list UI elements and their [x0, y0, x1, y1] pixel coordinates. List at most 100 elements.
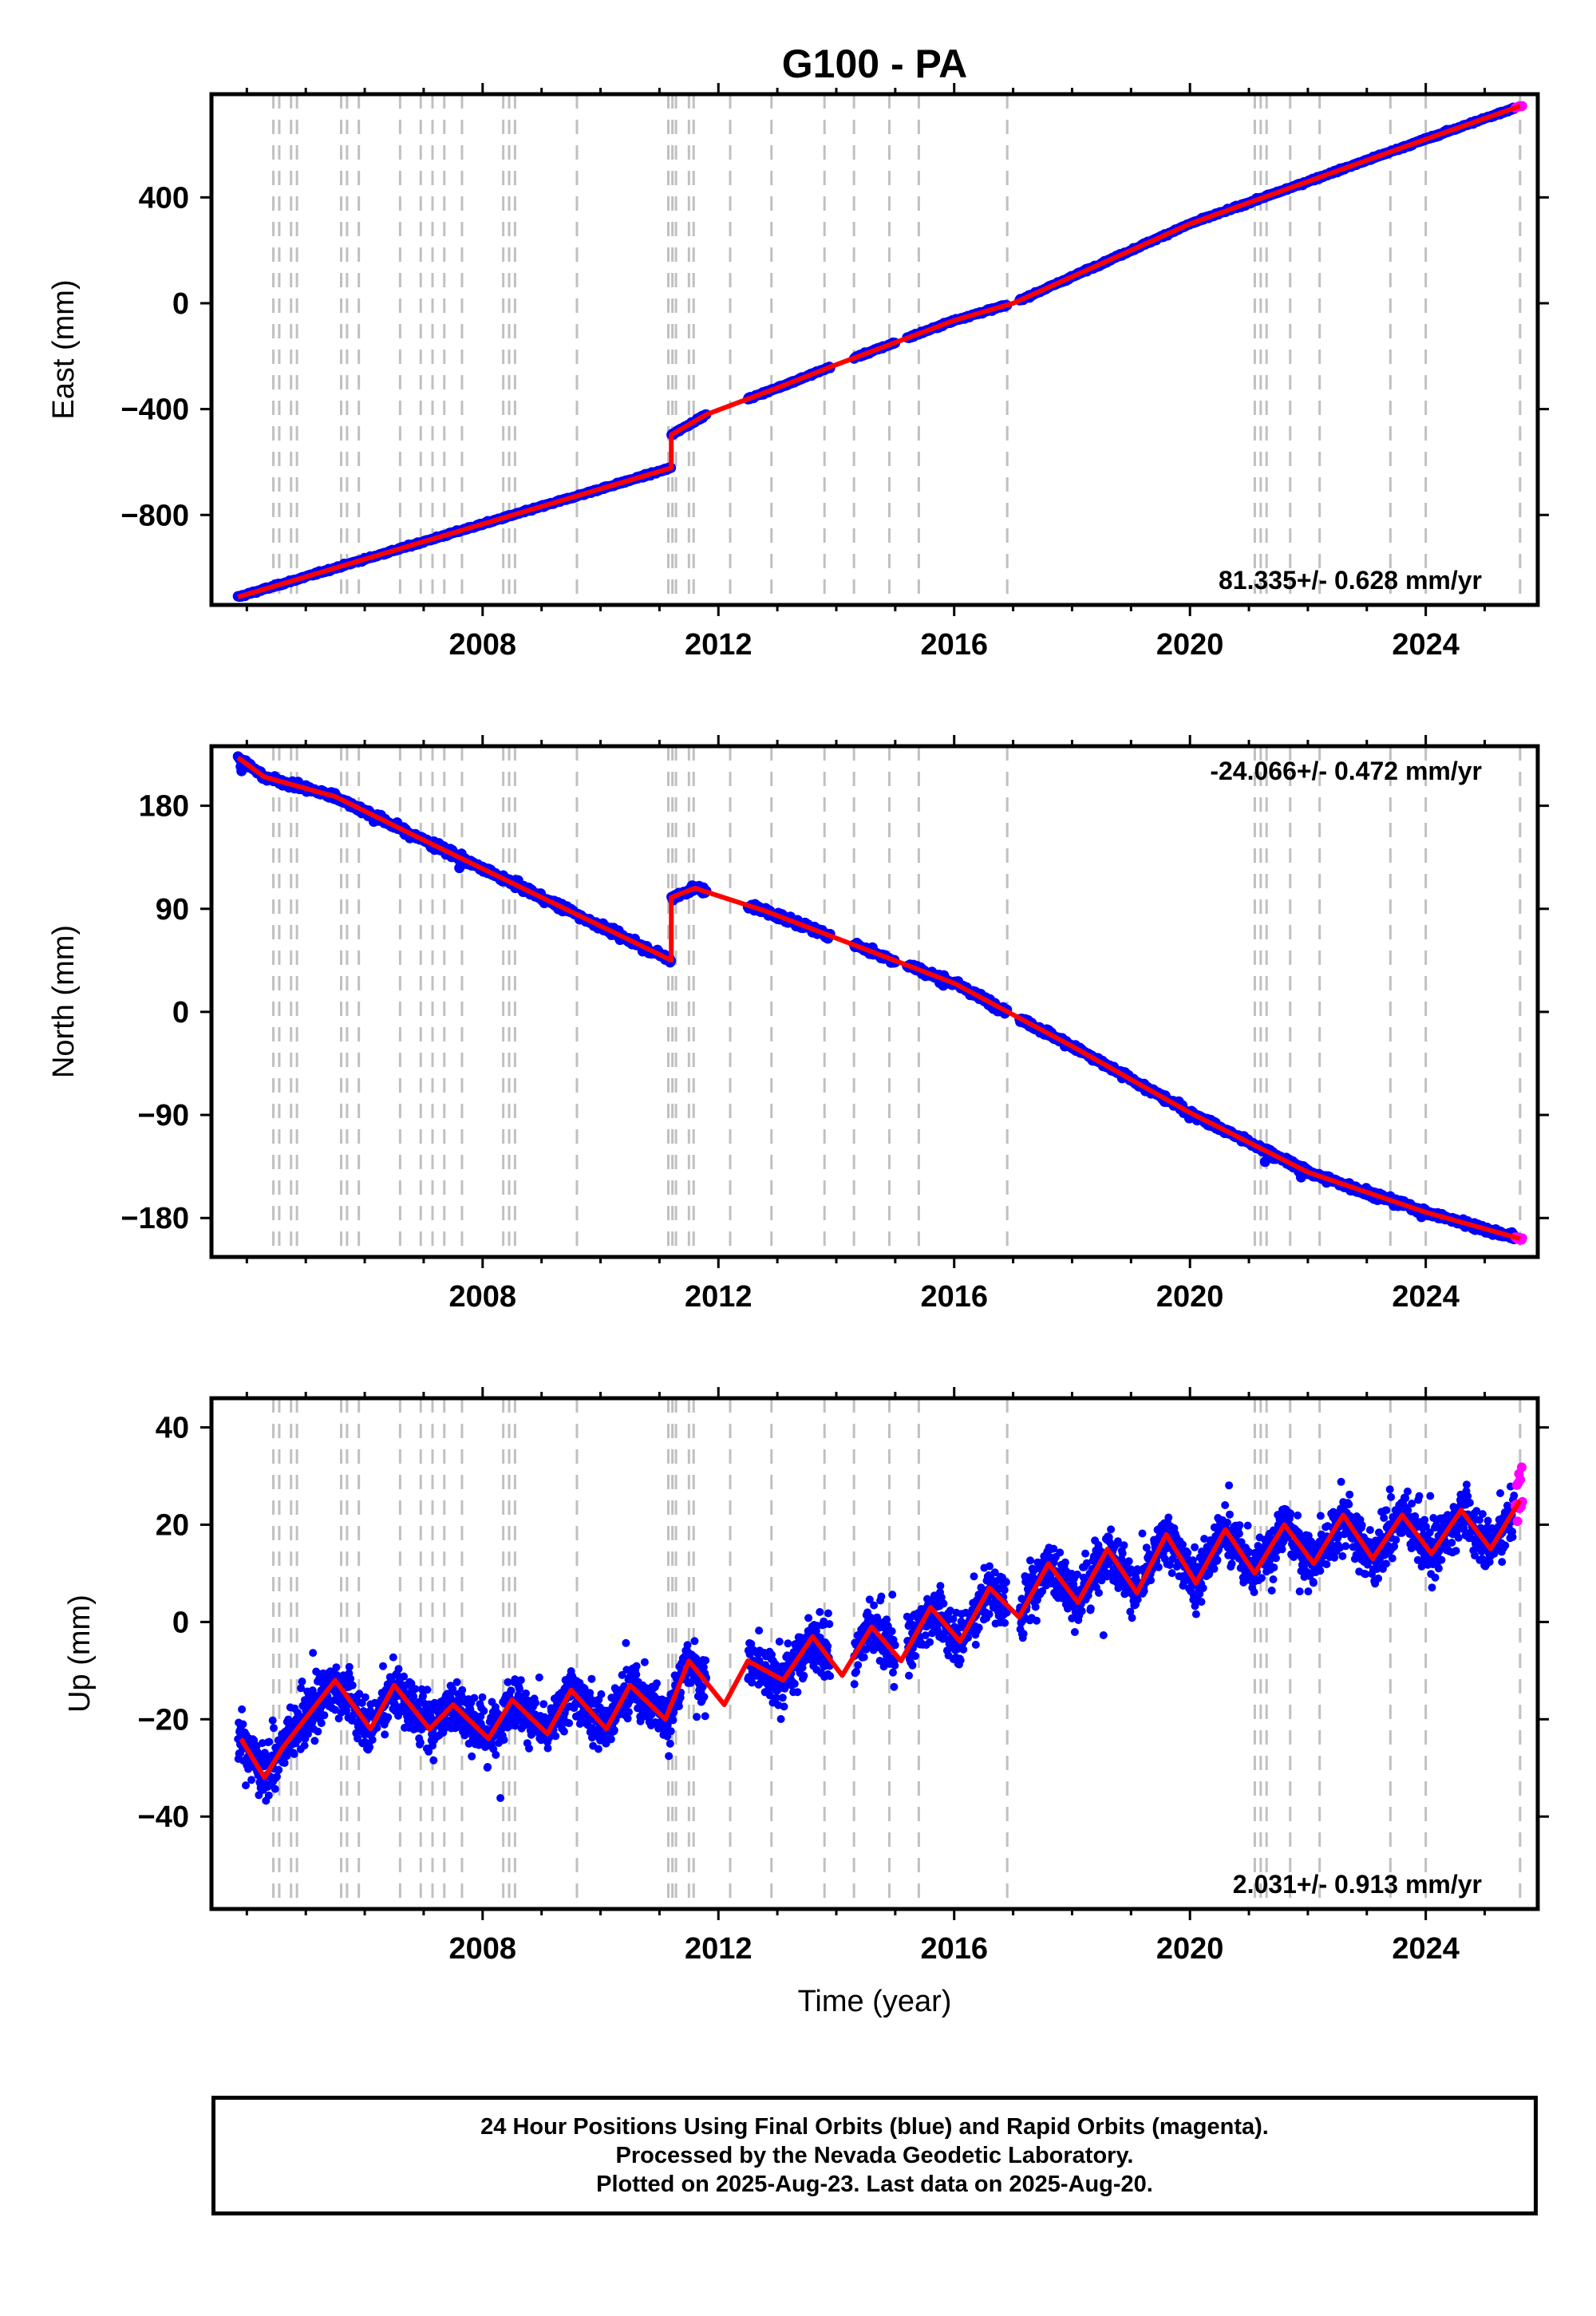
final-orbit-point [531, 1698, 539, 1707]
final-orbit-point [429, 1756, 438, 1765]
final-orbit-point [747, 1639, 756, 1648]
final-orbit-point [632, 1662, 641, 1670]
final-orbit-point [478, 1693, 487, 1701]
final-orbit-point [320, 1711, 329, 1720]
y-tick-label: −90 [138, 1099, 189, 1132]
final-orbit-point [381, 1730, 389, 1739]
y-tick-label: 90 [156, 893, 189, 927]
final-orbit-point [290, 1749, 298, 1758]
final-orbit-point [623, 1714, 632, 1723]
x-tick-label: 2020 [1156, 1280, 1224, 1314]
final-orbit-point [354, 1734, 361, 1743]
final-orbit-point [452, 1678, 461, 1686]
north-rate-label: -24.066+/- 0.472 mm/yr [1210, 757, 1482, 785]
final-orbit-point [400, 1672, 409, 1681]
y-tick-label: 0 [172, 996, 189, 1030]
final-orbit-point [275, 1765, 283, 1774]
final-orbit-point [423, 1686, 432, 1694]
x-tick-label: 2012 [685, 628, 753, 662]
final-orbit-point [580, 1684, 589, 1693]
east-frame [209, 92, 1540, 607]
final-orbit-point [504, 1678, 512, 1686]
final-orbit-point [636, 1717, 645, 1725]
final-orbit-point [701, 1656, 710, 1665]
final-orbit-point [632, 1670, 641, 1679]
final-orbit-point [511, 1675, 519, 1684]
final-orbit-point [331, 1705, 340, 1714]
final-orbit-point [409, 1692, 418, 1701]
final-orbit-point [755, 1626, 764, 1635]
up-final-orbit-points [234, 1477, 1519, 1805]
final-orbit-point [389, 1653, 397, 1662]
final-orbit-point [500, 1736, 508, 1745]
final-orbit-point [618, 1670, 626, 1679]
final-orbit-point [317, 1719, 326, 1728]
x-tick-label: 2020 [1156, 628, 1224, 662]
final-orbit-point [273, 1773, 281, 1781]
final-orbit-point [391, 1700, 399, 1709]
final-orbit-point [492, 1750, 500, 1759]
final-orbit-point [468, 1752, 476, 1761]
final-orbit-point [238, 1705, 247, 1713]
final-orbit-point [384, 1713, 393, 1721]
final-orbit-point [332, 1663, 341, 1672]
final-orbit-point [699, 1663, 708, 1671]
x-tick-label: 2008 [449, 628, 517, 662]
x-tick-label: 2024 [1392, 628, 1460, 662]
final-orbit-point [270, 1724, 278, 1733]
final-orbit-point [342, 1706, 351, 1715]
final-orbit-point [309, 1649, 318, 1658]
final-orbit-point [653, 1679, 661, 1688]
final-orbit-point [365, 1743, 374, 1752]
final-orbit-point [701, 1712, 709, 1721]
north-frame [209, 744, 1540, 1259]
final-orbit-point [480, 1706, 488, 1715]
y-tick-label: 400 [139, 181, 189, 215]
north-plot-area [232, 746, 1527, 1257]
final-orbit-point [282, 1752, 291, 1761]
final-orbit-point [419, 1692, 427, 1700]
rapid-orbit-point [1517, 1233, 1527, 1243]
final-orbit-point [622, 1638, 630, 1647]
final-orbit-point [539, 1700, 548, 1709]
final-orbit-point [559, 1727, 568, 1736]
final-orbit-point [586, 1689, 595, 1697]
final-orbit-point [416, 1738, 425, 1747]
final-orbit-point [597, 1690, 606, 1698]
final-orbit-point [484, 1763, 492, 1771]
final-orbit-point [310, 1737, 319, 1745]
y-tick-label: 0 [172, 287, 189, 321]
final-orbit-point [271, 1784, 279, 1793]
final-orbit-point [674, 1702, 683, 1710]
final-orbit-point [690, 1637, 699, 1646]
final-orbit-point [683, 1641, 692, 1650]
x-tick-label: 2016 [920, 628, 988, 662]
final-orbit-point [458, 1686, 467, 1694]
final-orbit-point [268, 1716, 277, 1725]
final-orbit-point [610, 1725, 618, 1734]
final-orbit-point [543, 1744, 552, 1753]
final-orbit-point [265, 1737, 274, 1746]
final-orbit-point [247, 1776, 256, 1784]
y-tick-label: 180 [139, 790, 189, 824]
final-orbit-point [264, 1791, 273, 1800]
final-orbit-point [368, 1736, 377, 1744]
final-orbit-point [379, 1662, 387, 1670]
y-tick-label: −400 [120, 393, 189, 427]
final-orbit-point [700, 1693, 709, 1701]
x-tick-label: 2016 [920, 1280, 988, 1314]
final-orbit-point [525, 1744, 533, 1753]
final-orbit-point [669, 1716, 678, 1725]
final-orbit-point [496, 1794, 505, 1802]
final-orbit-point [516, 1685, 523, 1694]
north-final-orbit-points [232, 751, 1519, 1245]
final-orbit-point [242, 1781, 250, 1790]
final-orbit-point [606, 1735, 615, 1744]
up-plot-area [234, 1398, 1527, 1909]
final-orbit-point [470, 1694, 479, 1702]
final-orbit-point [640, 1658, 649, 1666]
